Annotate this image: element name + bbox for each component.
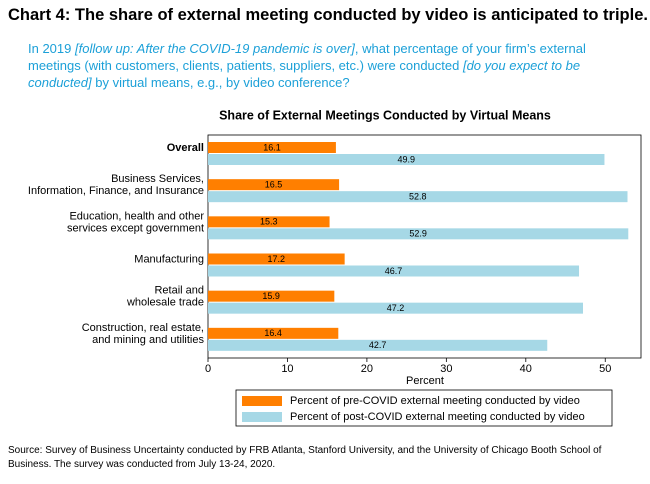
page-title: Chart 4: The share of external meeting c… bbox=[8, 6, 648, 24]
bar bbox=[208, 142, 336, 153]
value-label: 49.9 bbox=[397, 154, 415, 164]
bar bbox=[208, 265, 580, 277]
bar bbox=[208, 179, 340, 191]
value-label: 47.2 bbox=[387, 303, 405, 313]
value-label: 16.5 bbox=[265, 180, 283, 190]
legend-label: Percent of pre-COVID external meeting co… bbox=[290, 395, 580, 407]
bar bbox=[208, 228, 629, 240]
value-label: 16.1 bbox=[263, 142, 281, 152]
bar bbox=[208, 191, 628, 203]
source-note: Source: Survey of Business Uncertainty c… bbox=[8, 445, 602, 470]
chart: Share of External Meetings Conducted by … bbox=[28, 108, 642, 427]
question-text: In 2019 bbox=[28, 41, 75, 56]
value-label: 52.8 bbox=[409, 192, 427, 202]
bar bbox=[208, 216, 330, 228]
x-tick-label: 40 bbox=[520, 363, 532, 375]
bar bbox=[208, 253, 345, 265]
value-label: 15.3 bbox=[260, 217, 278, 227]
bar bbox=[208, 339, 548, 351]
question-text: , what percentage of your firm’s externa… bbox=[28, 41, 586, 73]
question-text: by virtual means, e.g., by video confere… bbox=[91, 75, 350, 90]
y-tick-label: Retail and wholesale trade bbox=[126, 285, 204, 309]
x-tick-label: 10 bbox=[281, 363, 293, 375]
plot-frame bbox=[207, 134, 642, 359]
y-tick-label: Manufacturing bbox=[134, 253, 204, 265]
y-tick-label-line: Manufacturing bbox=[134, 253, 204, 265]
y-tick-label-line: Information, Finance, and Insurance bbox=[28, 185, 204, 197]
bar bbox=[208, 290, 335, 302]
y-tick-label-line: Retail and bbox=[154, 285, 204, 297]
y-tick-label: Education, health and other services exce… bbox=[67, 210, 204, 234]
x-tick-label: 0 bbox=[205, 363, 211, 375]
y-tick-label: Overall bbox=[167, 142, 204, 154]
value-label: 16.4 bbox=[264, 328, 282, 338]
y-tick-label-line: services except government bbox=[67, 222, 204, 234]
y-tick-label: Construction, real estate, and mining and… bbox=[82, 322, 205, 346]
x-axis-label: Percent bbox=[406, 375, 444, 387]
question-text: [do you expect to be conducted] bbox=[28, 58, 581, 90]
x-tick-label: 50 bbox=[599, 363, 611, 375]
legend-swatch bbox=[242, 412, 282, 422]
y-tick-label: Business Services, Information, Finance, … bbox=[28, 173, 204, 197]
value-label: 15.9 bbox=[262, 291, 280, 301]
legend-frame bbox=[235, 389, 613, 427]
x-tick-label: 20 bbox=[361, 363, 373, 375]
question-text: [follow up: After the COVID-19 pandemic … bbox=[75, 41, 355, 56]
bar bbox=[208, 327, 339, 339]
bar bbox=[208, 154, 605, 165]
value-label: 42.7 bbox=[369, 340, 387, 350]
y-tick-label-line: Construction, real estate, bbox=[82, 322, 204, 334]
y-tick-label-line: wholesale trade bbox=[126, 297, 204, 309]
question: In 2019 [follow up: After the COVID-19 p… bbox=[28, 40, 628, 91]
x-tick-label: 30 bbox=[440, 363, 452, 375]
bar bbox=[208, 302, 584, 314]
value-label: 17.2 bbox=[268, 254, 286, 264]
legend-label: Percent of post-COVID external meeting c… bbox=[290, 411, 585, 423]
y-tick-label-line: Business Services, bbox=[111, 173, 204, 185]
y-tick-label-line: Overall bbox=[167, 142, 204, 154]
y-tick-label-line: and mining and utilities bbox=[92, 334, 204, 346]
chart-title: Share of External Meetings Conducted by … bbox=[219, 108, 551, 122]
y-tick-label-line: Education, health and other bbox=[69, 210, 204, 222]
legend-swatch bbox=[242, 396, 282, 406]
value-label: 52.9 bbox=[409, 229, 427, 239]
value-label: 46.7 bbox=[385, 266, 403, 276]
